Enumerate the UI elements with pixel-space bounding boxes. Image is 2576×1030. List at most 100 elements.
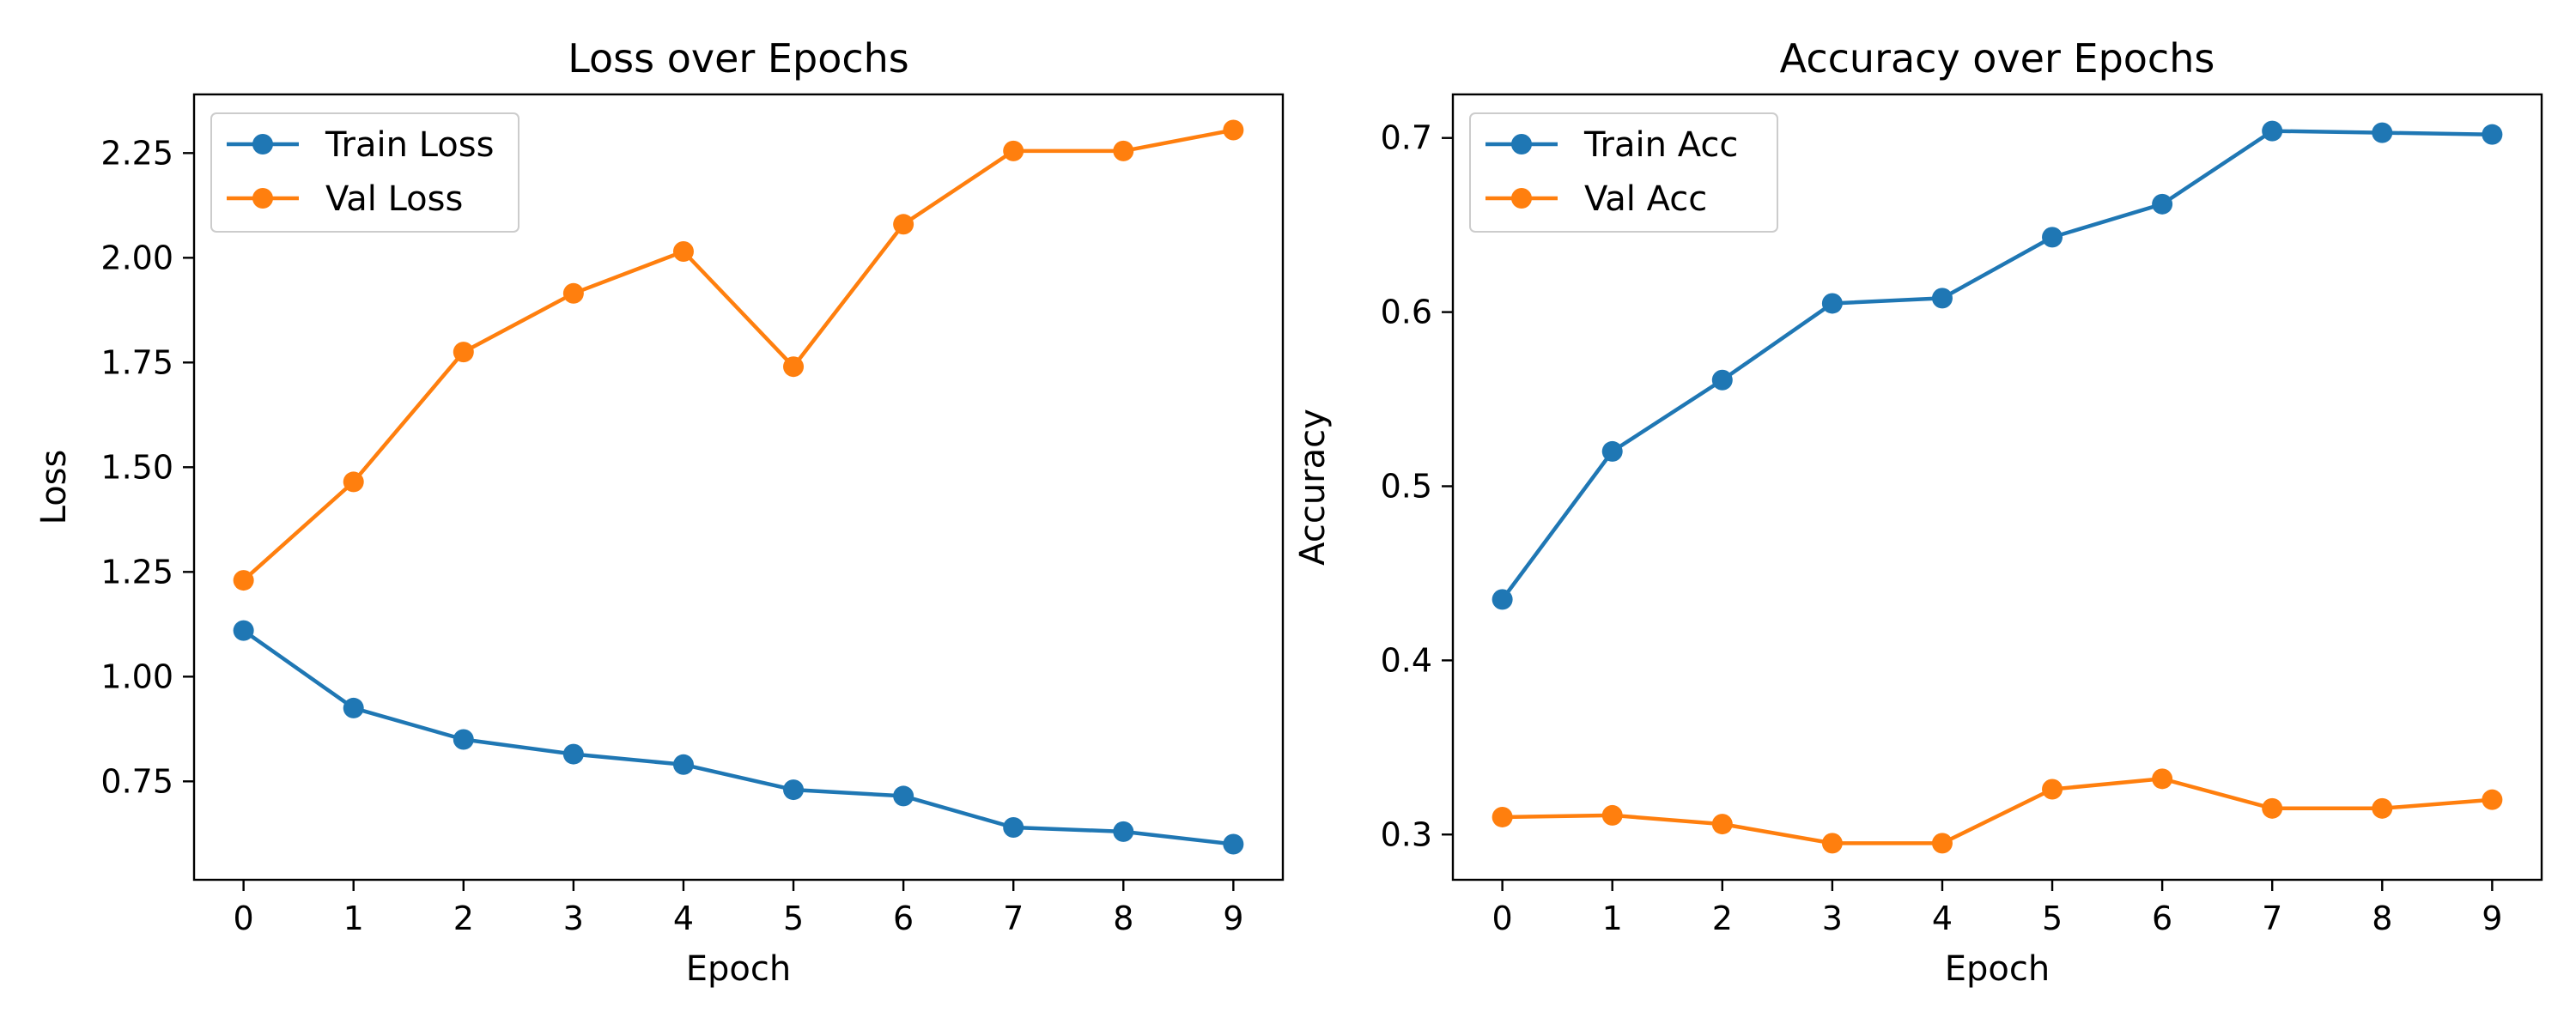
loss-series-1-point [1113,140,1134,161]
loss-legend: Train Loss Val Loss [210,112,519,233]
accuracy-series-1-point [1821,833,1843,854]
accuracy-series-1-point [1711,814,1733,835]
accuracy-y-axis-label: Accuracy [1293,409,1333,566]
loss-series-0-point [343,697,364,718]
accuracy-series-0-point [1601,440,1623,462]
loss-chart-title: Loss over Epochs [568,35,909,82]
accuracy-series-0-point [1711,369,1733,391]
accuracy-x-tick-label: 7 [2262,900,2282,937]
accuracy-series-1-point [2152,768,2173,790]
accuracy-axis-ticks: 0 1 2 3 4 5 6 7 8 9 0.3 0.4 0.5 0.6 0.7 [1381,119,2503,937]
accuracy-series-0-point [1821,293,1843,314]
loss-x-tick-label: 5 [783,900,804,937]
loss-x-tick-label: 8 [1113,900,1133,937]
accuracy-series-1-point [2262,797,2283,819]
accuracy-series-0-point [1492,589,1513,610]
accuracy-series-1-point [2042,779,2063,800]
loss-legend-label: Val Loss [325,179,463,219]
loss-x-tick-label: 1 [343,900,364,937]
accuracy-x-tick-label: 2 [1712,900,1733,937]
loss-chart: 0 1 2 3 4 5 6 7 8 9 0.75 1.00 1.25 1.50 1.75 2.00 2.25 T… [34,35,1285,989]
accuracy-legend-swatch-marker [1511,134,1532,154]
accuracy-y-tick-label: 0.4 [1381,641,1432,679]
accuracy-series-group [1492,120,2503,854]
loss-series-0-point [1113,821,1134,842]
accuracy-y-tick-label: 0.3 [1381,815,1432,853]
loss-y-tick-label: 2.00 [100,239,173,276]
loss-plot-area [192,93,1285,882]
loss-series-group [233,119,1244,855]
loss-y-tick-label: 1.75 [100,343,173,381]
accuracy-x-tick-label: 4 [1932,900,1953,937]
accuracy-series-1-point [1492,806,1513,827]
loss-series-0-point [233,620,254,641]
accuracy-series-0-point [2482,124,2503,145]
loss-y-axis-label: Loss [34,450,74,525]
loss-x-tick-label: 9 [1223,900,1243,937]
loss-series-0-point [1003,817,1024,838]
accuracy-legend: Train Acc Val Acc [1469,112,1778,233]
accuracy-x-tick-label: 5 [2042,900,2063,937]
loss-series-1-point [672,241,694,262]
loss-y-tick-label: 1.00 [100,657,173,695]
loss-x-tick-label: 7 [1003,900,1024,937]
loss-series-1-point [562,282,584,304]
accuracy-x-tick-label: 1 [1602,900,1623,937]
accuracy-series-0-point [2152,193,2173,215]
loss-series-1-point [233,570,254,591]
loss-series-0-point [453,729,474,750]
loss-axis-ticks: 0 1 2 3 4 5 6 7 8 9 0.75 1.00 1.25 1.50 1.75 2.00 2.25 [100,134,1243,937]
accuracy-x-tick-label: 8 [2372,900,2392,937]
loss-legend-swatch-marker [252,188,273,209]
loss-y-tick-label: 0.75 [100,762,173,800]
loss-y-tick-label: 2.25 [100,134,173,172]
accuracy-y-tick-label: 0.5 [1381,467,1432,505]
accuracy-series-line-1 [1502,777,2493,845]
loss-series-line-0 [242,628,1234,846]
loss-legend-label: Train Loss [325,125,494,165]
loss-x-tick-label: 0 [234,900,254,937]
accuracy-x-tick-label: 0 [1492,900,1513,937]
loss-y-tick-label: 1.50 [100,448,173,486]
loss-y-tick-label: 1.25 [100,553,173,591]
accuracy-series-line-0 [1500,129,2493,601]
accuracy-x-axis-label: Epoch [1945,949,2050,989]
loss-series-0-point [783,779,805,801]
loss-series-0-point [1223,833,1244,855]
accuracy-series-0-point [2042,227,2063,248]
loss-x-tick-label: 4 [673,900,694,937]
loss-x-axis-label: Epoch [686,949,791,989]
accuracy-y-tick-label: 0.6 [1381,294,1432,331]
loss-series-0-point [672,754,694,775]
accuracy-series-1-point [1601,804,1623,826]
loss-x-tick-label: 2 [453,900,474,937]
loss-x-tick-label: 6 [893,900,914,937]
loss-series-1-point [893,214,914,235]
accuracy-x-tick-label: 3 [1822,900,1843,937]
accuracy-legend-swatch-marker [1511,188,1532,209]
loss-series-1-point [1223,119,1244,141]
loss-series-1-point [1003,140,1024,161]
loss-series-1-point [343,471,364,493]
loss-x-tick-label: 3 [563,900,584,937]
accuracy-series-0-point [2262,120,2283,142]
accuracy-series-0-point [2372,122,2393,143]
accuracy-series-1-point [2372,797,2393,819]
accuracy-series-0-point [1931,288,1953,309]
loss-series-1-point [453,342,474,363]
loss-axes-frame [192,93,1285,882]
loss-series-line-1 [242,128,1234,582]
accuracy-legend-label: Train Acc [1583,125,1738,165]
accuracy-x-tick-label: 9 [2482,900,2502,937]
loss-series-0-point [893,785,914,807]
accuracy-series-1-point [1931,833,1953,854]
accuracy-series-1-point [2482,789,2503,810]
accuracy-legend-label: Val Acc [1584,179,1707,219]
loss-legend-swatch-marker [252,134,273,154]
accuracy-y-tick-label: 0.7 [1381,119,1432,157]
accuracy-x-tick-label: 6 [2152,900,2172,937]
loss-series-1-point [783,356,805,378]
accuracy-chart-title: Accuracy over Epochs [1780,35,2215,82]
loss-series-0-point [562,743,584,765]
